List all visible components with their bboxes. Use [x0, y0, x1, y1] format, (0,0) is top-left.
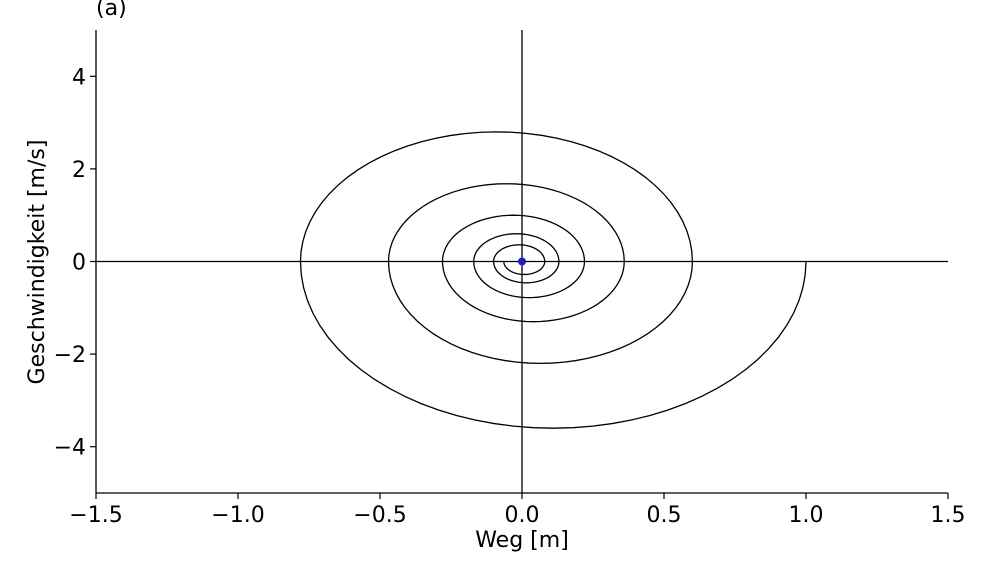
y-axis-label: Geschwindigkeit [m/s] — [25, 140, 50, 385]
y-tick-label: −2 — [54, 343, 86, 368]
equilibrium-point — [518, 257, 526, 266]
trajectory-line — [299, 131, 807, 429]
y-tick-label: 2 — [72, 158, 86, 183]
series-layer — [299, 131, 807, 429]
x-tick-label: 0.0 — [505, 503, 540, 528]
marker-layer — [518, 257, 526, 266]
y-tick-label: 4 — [72, 65, 86, 90]
x-tick-label: 0.5 — [647, 503, 682, 528]
x-tick-label: −1.0 — [211, 503, 264, 528]
x-tick-label: −1.5 — [69, 503, 122, 528]
x-axis-ticks: −1.5 −1.0 −0.5 0.0 0.5 1.0 1.5 — [69, 493, 966, 528]
y-axis-ticks: −4 −2 0 2 4 — [54, 65, 96, 461]
x-tick-label: 1.0 — [789, 503, 824, 528]
y-tick-label: −4 — [54, 436, 86, 461]
x-tick-label: −0.5 — [353, 503, 406, 528]
chart-title: (a) — [96, 0, 127, 21]
x-tick-label: 1.5 — [931, 503, 966, 528]
x-axis-label: Weg [m] — [475, 528, 569, 553]
y-tick-label: 0 — [72, 251, 86, 276]
